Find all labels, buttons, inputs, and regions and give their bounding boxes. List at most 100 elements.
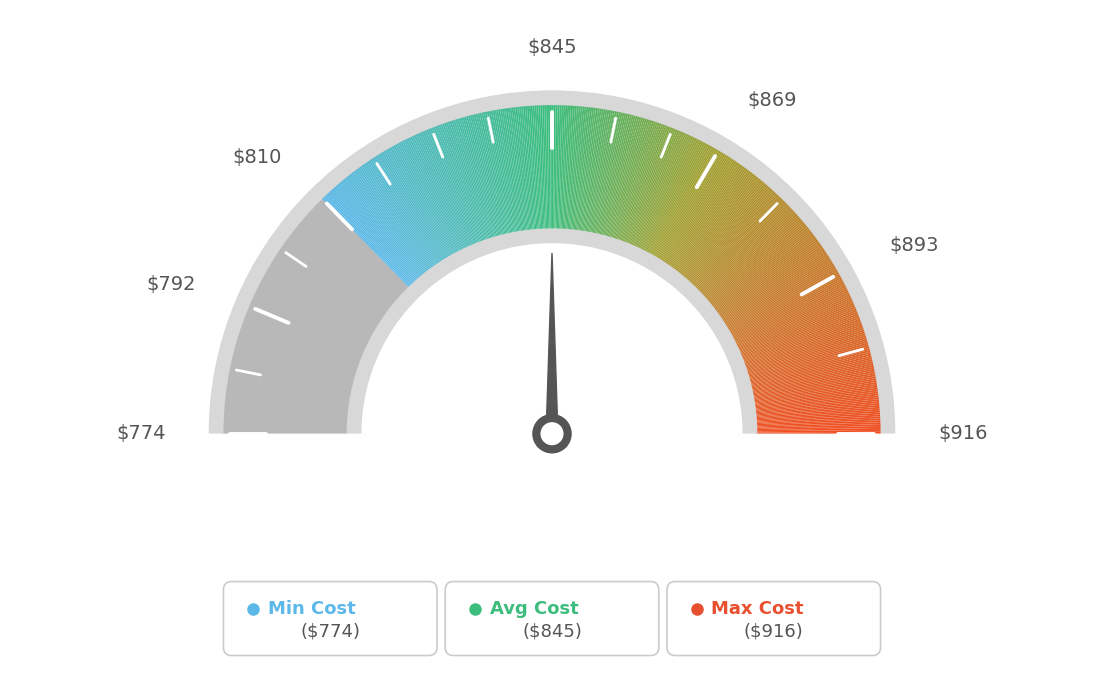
- Wedge shape: [644, 141, 702, 253]
- Wedge shape: [346, 177, 425, 275]
- Wedge shape: [755, 426, 881, 430]
- Wedge shape: [756, 430, 881, 433]
- Wedge shape: [582, 108, 602, 233]
- Wedge shape: [408, 137, 464, 250]
- Text: Avg Cost: Avg Cost: [489, 600, 578, 618]
- Text: $845: $845: [528, 38, 576, 57]
- Wedge shape: [743, 319, 860, 364]
- Wedge shape: [693, 197, 782, 288]
- Wedge shape: [754, 397, 879, 412]
- Wedge shape: [337, 184, 420, 280]
- Wedge shape: [393, 145, 455, 255]
- Wedge shape: [755, 403, 879, 416]
- Wedge shape: [624, 126, 669, 244]
- Wedge shape: [635, 133, 687, 248]
- Wedge shape: [719, 244, 821, 317]
- Wedge shape: [734, 285, 846, 343]
- Wedge shape: [625, 126, 670, 244]
- Wedge shape: [737, 299, 852, 351]
- Wedge shape: [400, 141, 459, 253]
- Wedge shape: [613, 120, 652, 239]
- Wedge shape: [471, 115, 503, 236]
- Wedge shape: [554, 105, 558, 230]
- Wedge shape: [566, 106, 577, 230]
- Wedge shape: [745, 331, 864, 371]
- Wedge shape: [448, 121, 488, 241]
- Wedge shape: [731, 275, 840, 336]
- Wedge shape: [433, 127, 479, 244]
- Wedge shape: [333, 187, 417, 282]
- Wedge shape: [710, 227, 808, 306]
- Wedge shape: [540, 106, 546, 230]
- Wedge shape: [532, 106, 541, 230]
- Wedge shape: [524, 106, 537, 230]
- Wedge shape: [463, 117, 498, 238]
- Wedge shape: [555, 105, 560, 230]
- Wedge shape: [747, 341, 868, 377]
- Wedge shape: [601, 115, 631, 236]
- Wedge shape: [733, 282, 845, 341]
- Wedge shape: [592, 112, 619, 235]
- Wedge shape: [376, 155, 444, 262]
- Wedge shape: [736, 294, 850, 348]
- Wedge shape: [755, 407, 880, 418]
- Wedge shape: [454, 120, 492, 239]
- Wedge shape: [385, 150, 449, 258]
- Wedge shape: [602, 115, 634, 237]
- Wedge shape: [736, 295, 851, 349]
- Wedge shape: [686, 186, 768, 281]
- Wedge shape: [440, 124, 484, 242]
- Wedge shape: [569, 106, 581, 230]
- Wedge shape: [755, 420, 880, 426]
- Wedge shape: [701, 210, 794, 295]
- Wedge shape: [696, 200, 784, 290]
- Wedge shape: [754, 386, 878, 405]
- Wedge shape: [508, 108, 526, 232]
- Wedge shape: [669, 164, 742, 267]
- Wedge shape: [437, 126, 481, 243]
- Wedge shape: [595, 112, 623, 235]
- Wedge shape: [438, 125, 482, 242]
- Wedge shape: [697, 203, 787, 291]
- Wedge shape: [490, 110, 516, 234]
- Wedge shape: [580, 108, 598, 232]
- Wedge shape: [487, 111, 512, 234]
- Wedge shape: [373, 157, 443, 263]
- Wedge shape: [403, 140, 460, 252]
- Wedge shape: [657, 152, 722, 259]
- Wedge shape: [495, 110, 518, 233]
- Wedge shape: [742, 313, 859, 360]
- Wedge shape: [484, 112, 510, 235]
- Wedge shape: [392, 146, 454, 256]
- Circle shape: [533, 415, 571, 453]
- Wedge shape: [559, 106, 565, 230]
- Wedge shape: [750, 352, 871, 384]
- Wedge shape: [669, 166, 743, 268]
- Wedge shape: [578, 108, 596, 232]
- Wedge shape: [365, 162, 437, 266]
- Wedge shape: [383, 151, 448, 259]
- Wedge shape: [590, 111, 615, 234]
- Wedge shape: [682, 181, 763, 277]
- Wedge shape: [744, 322, 862, 366]
- Wedge shape: [651, 147, 714, 257]
- Wedge shape: [730, 272, 839, 334]
- Wedge shape: [702, 213, 796, 297]
- Wedge shape: [405, 139, 461, 251]
- Wedge shape: [342, 179, 423, 277]
- Wedge shape: [655, 150, 719, 258]
- Wedge shape: [424, 130, 474, 246]
- Wedge shape: [627, 128, 675, 244]
- Wedge shape: [612, 119, 650, 239]
- Wedge shape: [611, 119, 649, 239]
- Wedge shape: [489, 111, 514, 234]
- Wedge shape: [724, 258, 831, 326]
- Wedge shape: [753, 378, 877, 400]
- Wedge shape: [754, 388, 878, 406]
- Wedge shape: [414, 135, 467, 249]
- Wedge shape: [673, 170, 750, 271]
- Wedge shape: [671, 168, 746, 269]
- Wedge shape: [348, 175, 426, 274]
- Wedge shape: [754, 393, 879, 410]
- Wedge shape: [700, 208, 793, 295]
